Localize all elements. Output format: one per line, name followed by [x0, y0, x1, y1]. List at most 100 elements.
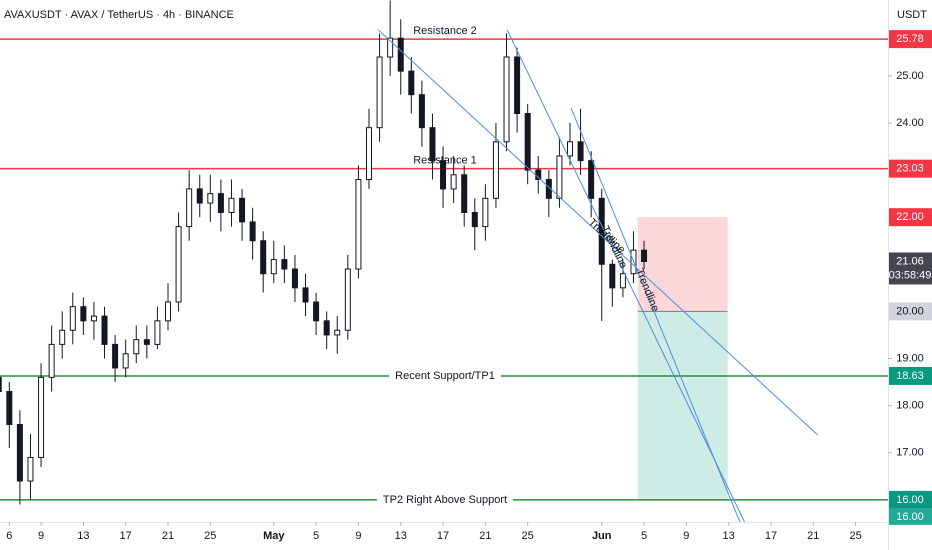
candle — [239, 188, 246, 241]
candle-body — [281, 259, 288, 270]
candle-body — [355, 178, 362, 270]
candle-body — [418, 94, 425, 129]
candle-body — [249, 221, 256, 242]
candle-body — [6, 391, 13, 425]
candle-body — [588, 160, 595, 199]
currency-label: USDT — [897, 9, 927, 21]
price-badge — [889, 30, 932, 49]
y-tick-label: 18.00 — [896, 400, 924, 412]
candle — [207, 174, 214, 222]
candle-body — [186, 188, 193, 228]
candle — [38, 363, 45, 467]
candle-body — [313, 301, 320, 322]
candle — [450, 155, 457, 204]
candle — [281, 245, 288, 284]
candle-body — [344, 268, 351, 331]
candle — [217, 179, 224, 232]
x-tick-label: 25 — [204, 530, 216, 542]
price-badge-label: 16.00 — [896, 511, 924, 523]
candle — [186, 170, 193, 241]
price-badge-label: 16.00 — [896, 494, 924, 506]
candle-body — [461, 174, 468, 213]
candle — [228, 179, 235, 227]
y-tick-label: 25.00 — [896, 70, 924, 82]
candle — [164, 283, 171, 331]
candle — [313, 292, 320, 335]
candle — [619, 259, 626, 298]
candle-body — [122, 353, 129, 369]
candle-body — [27, 456, 34, 482]
candle — [270, 240, 277, 284]
x-tick-label: 13 — [723, 530, 735, 542]
candle — [471, 198, 478, 251]
level-label: TP2 Right Above Support — [383, 494, 507, 506]
candle — [365, 108, 372, 189]
candle-body — [291, 268, 298, 289]
candle — [387, 0, 394, 76]
candle — [334, 316, 341, 354]
candle — [0, 376, 2, 392]
candle — [133, 325, 140, 364]
candle-body — [217, 193, 224, 213]
candle — [397, 19, 404, 95]
candle — [90, 301, 97, 340]
x-tick-label: 21 — [162, 530, 174, 542]
candle — [641, 240, 648, 270]
candle — [355, 165, 362, 279]
x-tick-label: 21 — [807, 530, 819, 542]
candle-body — [228, 197, 235, 213]
candle — [418, 80, 425, 147]
candle-body — [16, 423, 23, 482]
candle — [482, 184, 489, 241]
candle — [59, 311, 66, 359]
candle — [408, 57, 415, 114]
candle — [48, 325, 55, 392]
candle-body — [408, 70, 415, 96]
candle — [556, 137, 563, 208]
candle-body — [207, 193, 214, 204]
x-tick-label: 17 — [120, 530, 132, 542]
candle — [16, 410, 23, 505]
candle — [302, 273, 309, 317]
price-badge — [889, 366, 932, 385]
candle — [440, 146, 447, 208]
candle-body — [334, 329, 341, 336]
candle-body — [577, 141, 584, 162]
price-badge — [889, 302, 932, 321]
candle — [154, 306, 161, 350]
trendline — [506, 29, 745, 522]
candle-body — [90, 315, 97, 322]
x-tick-label: 13 — [77, 530, 89, 542]
candle — [577, 108, 584, 175]
candle-body — [609, 263, 616, 289]
candle-body — [556, 155, 563, 199]
level-label: Recent Support/TP1 — [395, 370, 495, 382]
level-label-bg — [376, 490, 514, 509]
candle — [69, 292, 76, 345]
x-tick-label: 25 — [850, 530, 862, 542]
level-label: Resistance 1 — [413, 155, 477, 167]
candle-body — [101, 315, 108, 345]
price-badge — [889, 508, 932, 525]
candle — [376, 33, 383, 142]
price-badge — [889, 208, 932, 227]
candle — [566, 122, 573, 166]
candle-body — [260, 240, 267, 275]
candle-body — [112, 343, 119, 369]
candle — [27, 433, 34, 500]
trendline — [570, 107, 741, 522]
x-tick-label: 17 — [437, 530, 449, 542]
candle — [260, 231, 267, 293]
candle — [6, 382, 13, 449]
candle — [344, 254, 351, 340]
level-label-bg — [389, 366, 501, 385]
candle — [609, 259, 616, 307]
x-tick-label: 17 — [765, 530, 777, 542]
price-badge-label: 23.03 — [896, 163, 924, 175]
candle-body — [175, 226, 182, 303]
x-tick-label: 9 — [38, 530, 44, 542]
candle — [323, 311, 330, 350]
candle — [524, 104, 531, 185]
